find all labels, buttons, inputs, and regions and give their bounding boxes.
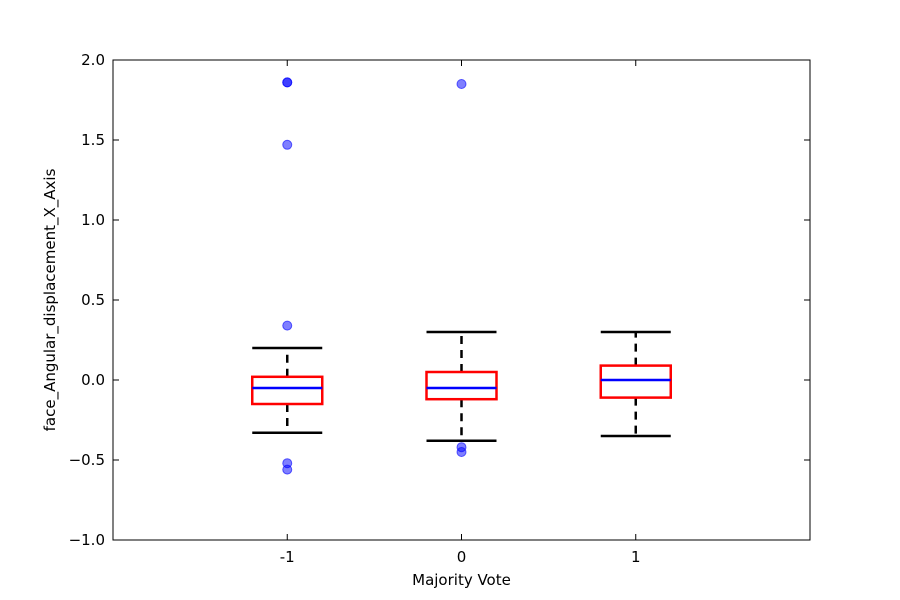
outlier-point xyxy=(282,320,293,331)
y-tick-label: 0.5 xyxy=(81,291,105,309)
x-axis-label: Majority Vote xyxy=(412,571,511,589)
x-tick-label: 0 xyxy=(457,548,467,566)
box-group xyxy=(599,330,672,438)
x-tick-label: -1 xyxy=(280,548,295,566)
x-axis-ticks: -1 0 1 xyxy=(280,60,641,566)
outlier-point xyxy=(282,77,293,88)
outlier-point xyxy=(282,139,293,150)
y-tick-label: 2.0 xyxy=(81,51,105,69)
box-iqr xyxy=(599,364,672,399)
y-tick-label: 1.5 xyxy=(81,131,105,149)
plot-elements xyxy=(251,77,672,475)
y-tick-label: 0.0 xyxy=(81,371,105,389)
box-iqr xyxy=(251,375,324,406)
y-tick-label: −1.0 xyxy=(69,531,105,549)
outlier-point xyxy=(456,447,467,457)
outlier-point xyxy=(456,79,467,89)
box-group xyxy=(251,77,324,475)
box-iqr xyxy=(425,370,498,401)
box-group xyxy=(425,79,498,457)
outlier-point xyxy=(282,464,293,475)
y-tick-label: −0.5 xyxy=(69,451,105,469)
y-tick-label: 1.0 xyxy=(81,211,105,229)
plot-frame xyxy=(112,59,811,541)
y-axis-label: face_Angular_displacement_X_Axis xyxy=(41,168,60,431)
y-axis-ticks: −1.0 −0.5 0.0 0.5 1.0 1.5 2.0 xyxy=(69,51,810,549)
x-tick-label: 1 xyxy=(631,548,641,566)
